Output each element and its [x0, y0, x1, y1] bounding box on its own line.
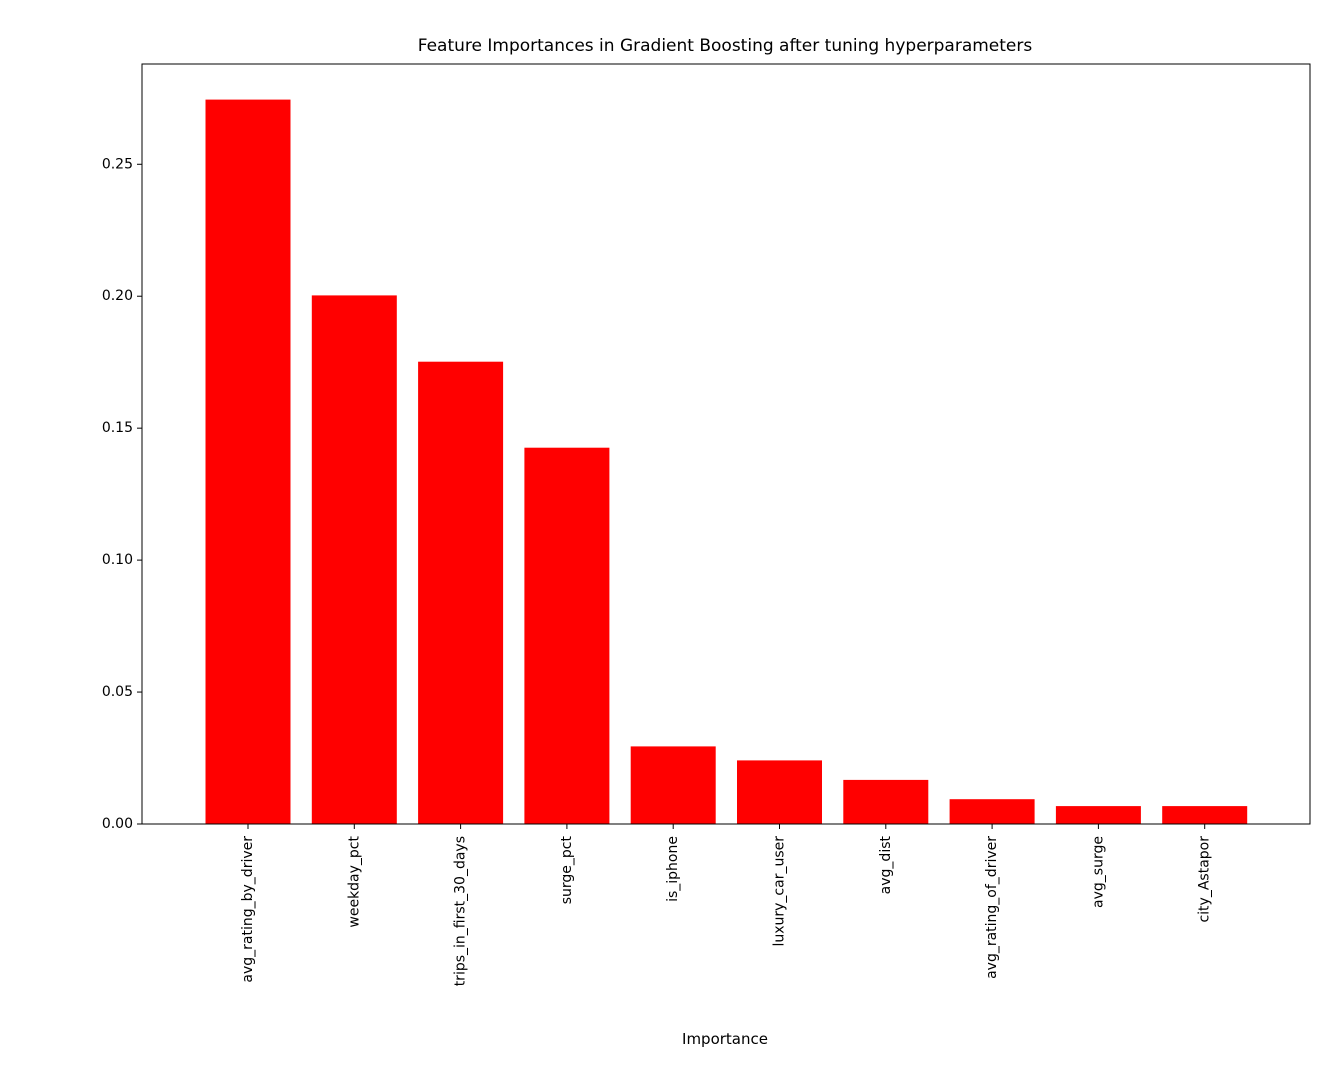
x-tick-label: luxury_car_user	[772, 836, 788, 947]
x-axis-label: Importance	[682, 1030, 768, 1048]
bar-surge_pct	[524, 447, 610, 824]
x-tick-label: avg_rating_of_driver	[984, 836, 1000, 979]
x-tick-label: avg_dist	[878, 835, 894, 894]
y-ticks: 0.00 0.05 0.10 0.15 0.20 0.25	[102, 156, 142, 832]
x-tick-label: trips_in_first_30_days	[453, 836, 469, 986]
bar-weekday_pct	[311, 295, 397, 824]
x-tick-label: avg_rating_by_driver	[240, 836, 256, 983]
bar-avg_surge	[1055, 806, 1141, 824]
x-ticks: avg_rating_by_driver weekday_pct trips_in_…	[240, 824, 1213, 986]
y-tick-label: 0.20	[102, 288, 133, 304]
y-tick-label: 0.05	[102, 684, 133, 700]
bar-avg_rating_of_driver	[949, 799, 1035, 824]
x-tick-label: city_Astapor	[1197, 836, 1213, 923]
y-tick-label: 0.00	[102, 816, 133, 832]
bar-avg_rating_by_driver	[205, 99, 291, 825]
bar-trips_in_first_30_days	[418, 361, 504, 824]
chart-title: Feature Importances in Gradient Boosting…	[418, 36, 1033, 56]
y-tick-label: 0.10	[102, 552, 133, 568]
plot-frame	[141, 63, 1311, 825]
bar-city_Astapor	[1162, 806, 1248, 824]
x-tick-label: surge_pct	[559, 835, 575, 904]
y-tick-label: 0.15	[102, 420, 133, 436]
x-tick-label: weekday_pct	[346, 835, 362, 927]
bar-is_iphone	[630, 746, 716, 824]
x-tick-label: avg_surge	[1090, 836, 1106, 908]
bar-avg_dist	[843, 779, 929, 824]
x-tick-label: is_iphone	[665, 836, 681, 902]
bars	[205, 99, 1248, 825]
y-tick-label: 0.25	[102, 156, 133, 172]
bar-luxury_car_user	[737, 760, 822, 824]
